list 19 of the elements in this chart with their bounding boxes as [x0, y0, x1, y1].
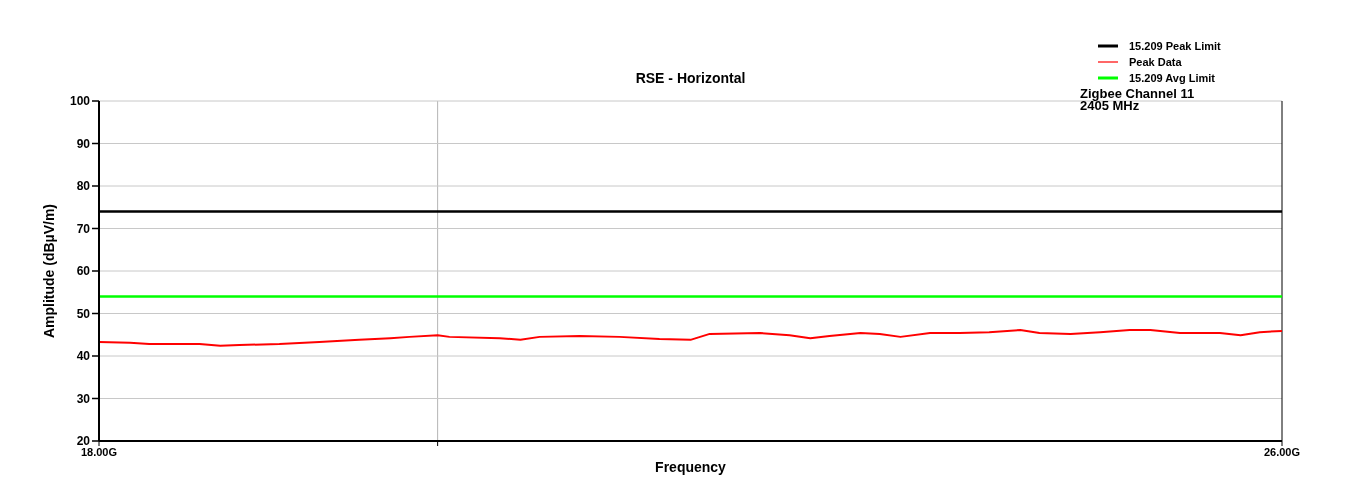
chart-title: RSE - Horizontal — [635, 70, 746, 86]
y-tick-label: 40 — [76, 349, 91, 364]
legend-label: 15.209 Avg Limit — [1129, 71, 1216, 84]
legend-label: Peak Data — [1129, 55, 1183, 68]
legend-label: 15.209 Peak Limit — [1129, 39, 1222, 52]
y-tick-label: 70 — [76, 221, 91, 236]
x-axis-title: Frequency — [655, 459, 727, 475]
line-series — [98, 329, 1283, 347]
x-tick-label: 26.00G — [1263, 446, 1301, 458]
y-tick-label: 30 — [76, 391, 91, 406]
y-tick-label: 60 — [76, 264, 91, 279]
y-tick-label: 80 — [76, 179, 91, 194]
annotation: Zigbee Channel 11 — [1080, 86, 1195, 101]
y-tick-label: 90 — [76, 136, 91, 151]
x-tick-label: 18.00G — [80, 446, 118, 458]
y-tick-label: 50 — [76, 306, 91, 321]
y-tick-label: 20 — [76, 434, 91, 449]
y-axis-title: Amplitude (dBµV/m) — [41, 203, 57, 339]
y-tick-label: 100 — [69, 94, 91, 109]
